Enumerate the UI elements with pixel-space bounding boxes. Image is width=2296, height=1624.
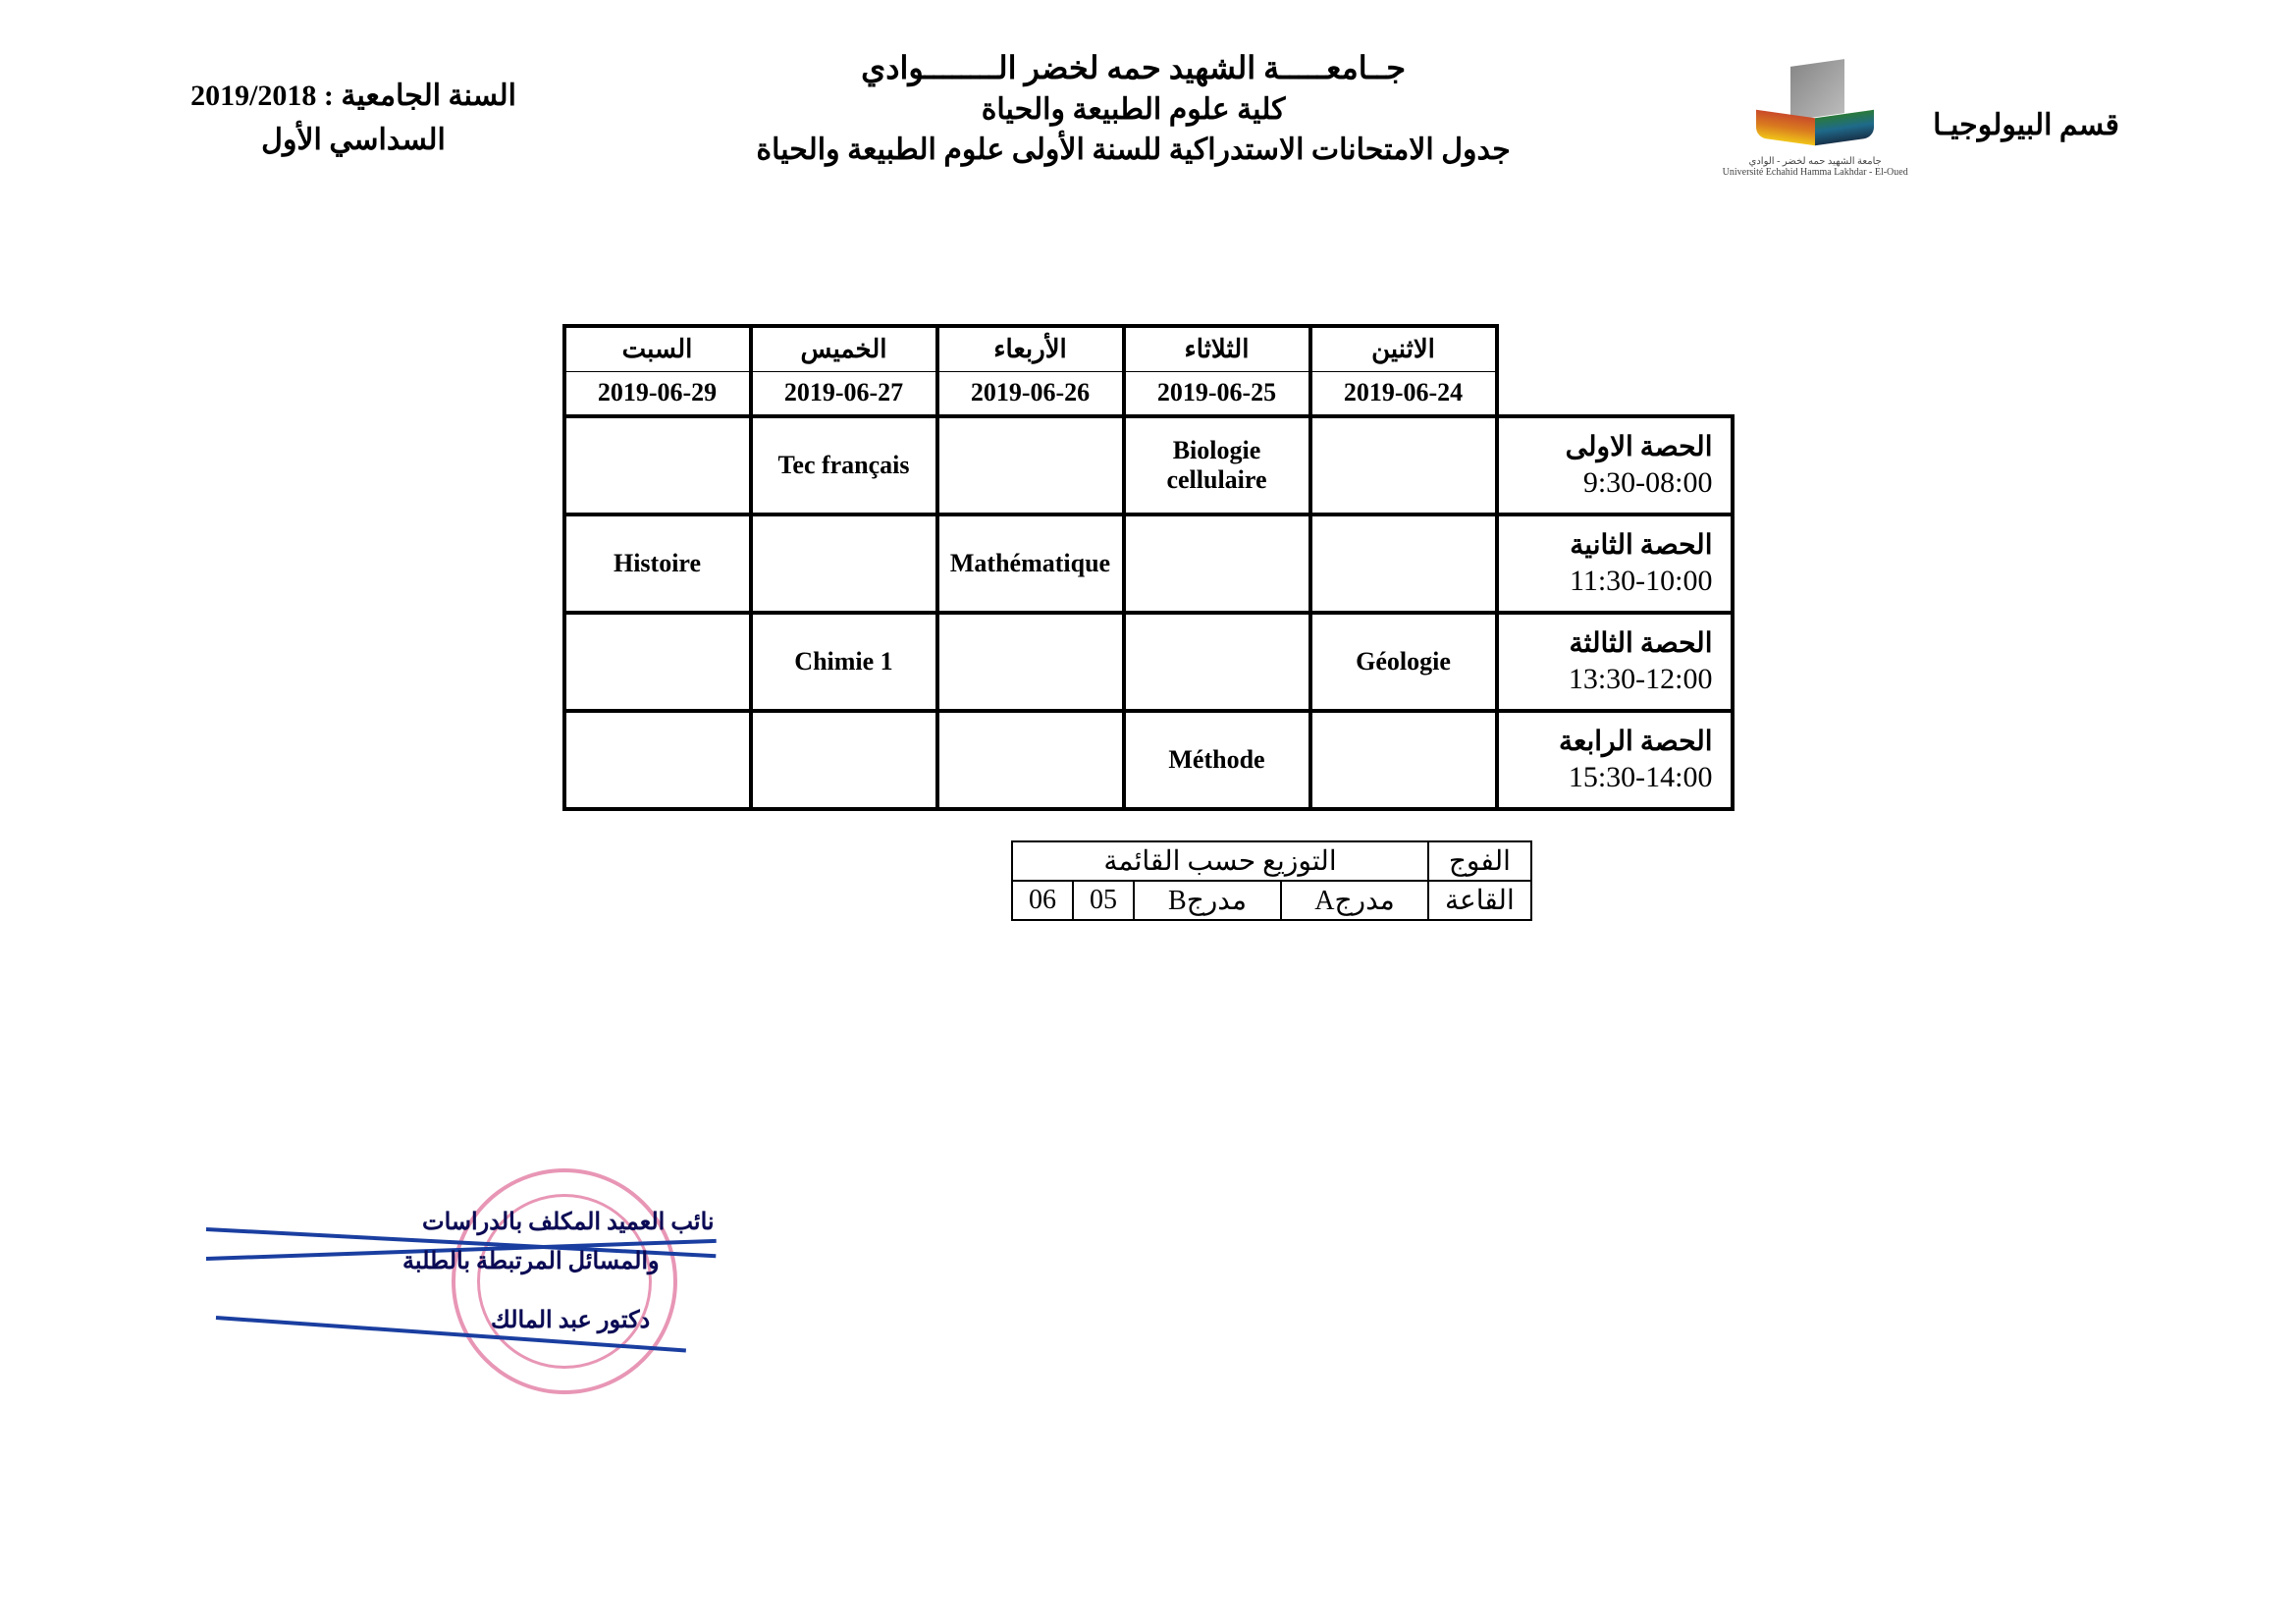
hall-cell: 06 — [1012, 881, 1073, 920]
day-header-tue: الثلاثاء — [1124, 326, 1310, 371]
date-thu: 2019-06-27 — [751, 371, 937, 416]
cell — [564, 711, 751, 809]
slot-3: الحصة الثالثة 13:30-12:00 — [1497, 613, 1733, 711]
distribution-table: التوزيع حسب القائمة الفوج 06 05 مدرجB مد… — [1011, 840, 1532, 921]
faculty-name: كلية علوم الطبيعة والحياة — [569, 92, 1697, 127]
document-header: قسم البيولوجيـا جامعة الشهيد حمه لخضر - … — [0, 0, 2296, 187]
slot-2: الحصة الثانية 11:30-10:00 — [1497, 514, 1733, 613]
cell: Histoire — [564, 514, 751, 613]
cell — [1310, 416, 1497, 514]
department-label: قسم البيولوجيـا — [1933, 49, 2119, 142]
cell — [937, 711, 1124, 809]
table-row: السبت الخميس الأربعاء الثلاثاء الاثنين — [564, 326, 1733, 371]
slot-1: الحصة الاولى 9:30-08:00 — [1497, 416, 1733, 514]
hall-cell: مدرجA — [1281, 881, 1428, 920]
year-value: 2019/2018 — [190, 80, 316, 112]
year-label: السنة الجامعية : — [324, 80, 516, 112]
slot-name: الحصة الثانية — [1570, 530, 1712, 561]
cell: Chimie 1 — [751, 613, 937, 711]
table-row: Histoire Mathématique الحصة الثانية 11:3… — [564, 514, 1733, 613]
table-row: Chimie 1 Géologie الحصة الثالثة 13:30-12… — [564, 613, 1733, 711]
cell — [1310, 711, 1497, 809]
logo-caption-en: Université Echahid Hamma Lakhdar - El-Ou… — [1723, 167, 1908, 178]
cell — [564, 416, 751, 514]
stamp-icon — [452, 1168, 677, 1394]
date-mon: 2019-06-24 — [1310, 371, 1497, 416]
semester-label: السداسي الأول — [177, 123, 530, 157]
cell: Biologie cellulaire — [1124, 416, 1310, 514]
signature-text: دكتور عبد المالك — [491, 1306, 650, 1334]
slot-time: 11:30-10:00 — [1509, 563, 1713, 600]
slot-4: الحصة الرابعة 15:30-14:00 — [1497, 711, 1733, 809]
cell — [937, 613, 1124, 711]
signature-stamp-area: نائب العميد المكلف بالدراسات والمسائل ال… — [196, 1159, 805, 1414]
day-header-mon: الاثنين — [1310, 326, 1497, 371]
cell — [1124, 514, 1310, 613]
table-row: 06 05 مدرجB مدرجA القاعة — [1012, 881, 1531, 920]
corner-empty — [1497, 326, 1733, 416]
cell — [751, 514, 937, 613]
cell: Géologie — [1310, 613, 1497, 711]
cell — [937, 416, 1124, 514]
day-header-thu: الخميس — [751, 326, 937, 371]
university-logo: جامعة الشهيد حمه لخضر - الوادي Universit… — [1736, 49, 1894, 187]
year-info: السنة الجامعية : 2019/2018 السداسي الأول — [177, 49, 530, 157]
hall-cell: 05 — [1073, 881, 1134, 920]
slot-name: الحصة الاولى — [1566, 432, 1713, 462]
cell — [751, 711, 937, 809]
logo-caption-ar: جامعة الشهيد حمه لخضر - الوادي — [1749, 156, 1882, 167]
table-row: التوزيع حسب القائمة الفوج — [1012, 841, 1531, 881]
signature-text: والمسائل المرتبطة بالطلبة — [402, 1247, 660, 1275]
cell: Tec français — [751, 416, 937, 514]
slot-name: الحصة الثالثة — [1570, 628, 1713, 659]
date-tue: 2019-06-25 — [1124, 371, 1310, 416]
cell — [564, 613, 751, 711]
schedule-title: جدول الامتحانات الاستدراكية للسنة الأولى… — [569, 133, 1697, 167]
signature-text: نائب العميد المكلف بالدراسات — [422, 1208, 715, 1236]
cell — [1124, 613, 1310, 711]
date-sat: 2019-06-29 — [564, 371, 751, 416]
exam-schedule-table: السبت الخميس الأربعاء الثلاثاء الاثنين 2… — [562, 324, 1735, 811]
logo-icon — [1746, 58, 1884, 156]
slot-name: الحصة الرابعة — [1559, 727, 1713, 757]
table-row: Tec français Biologie cellulaire الحصة ا… — [564, 416, 1733, 514]
center-titles: جــامعـــــة الشهيد حمه لخضر الــــــــو… — [569, 49, 1697, 167]
date-wed: 2019-06-26 — [937, 371, 1124, 416]
table-row: Méthode الحصة الرابعة 15:30-14:00 — [564, 711, 1733, 809]
cell: Méthode — [1124, 711, 1310, 809]
day-header-sat: السبت — [564, 326, 751, 371]
day-header-wed: الأربعاء — [937, 326, 1124, 371]
slot-time: 15:30-14:00 — [1509, 759, 1713, 796]
cell: Mathématique — [937, 514, 1124, 613]
hall-label: القاعة — [1428, 881, 1531, 920]
slot-time: 9:30-08:00 — [1509, 464, 1713, 502]
dist-label: التوزيع حسب القائمة — [1012, 841, 1428, 881]
cell — [1310, 514, 1497, 613]
slot-time: 13:30-12:00 — [1509, 661, 1713, 698]
hall-cell: مدرجB — [1134, 881, 1281, 920]
group-label: الفوج — [1428, 841, 1531, 881]
university-name: جــامعـــــة الشهيد حمه لخضر الــــــــو… — [569, 49, 1697, 86]
